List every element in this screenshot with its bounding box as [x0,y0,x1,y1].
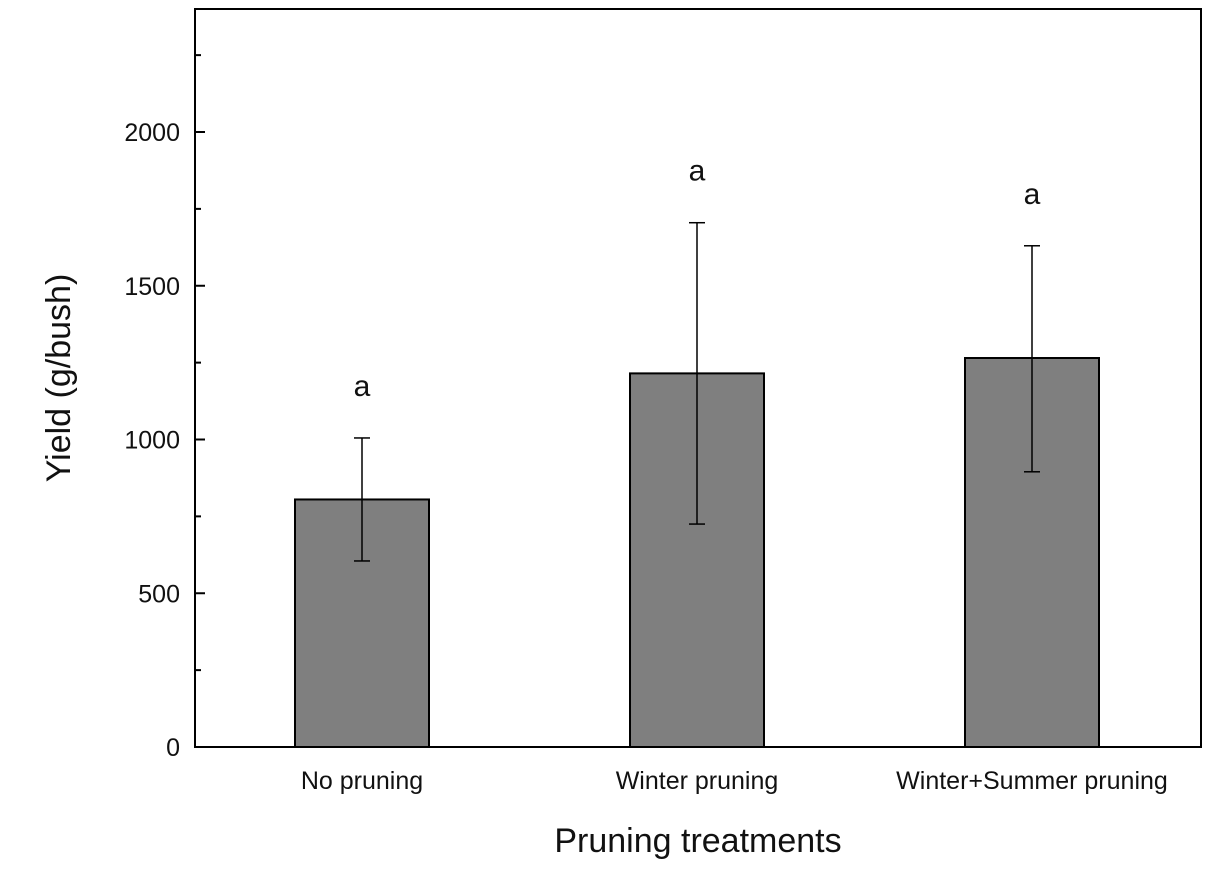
y-tick-label: 1500 [124,273,180,301]
significance-label: a [689,155,706,188]
y-tick-label: 500 [138,580,180,608]
x-axis-tick-labels: No pruning Winter pruning Winter+Summer pr… [301,767,1168,795]
x-axis-title: Pruning treatments [554,822,841,860]
y-tick-label: 0 [166,734,180,762]
y-axis-title: Yield (g/bush) [40,274,78,483]
x-tick-label: Winter pruning [616,767,779,795]
significance-label: a [1024,178,1041,211]
significance-labels: a a a [354,155,1041,403]
significance-label: a [354,370,371,403]
error-bars [354,221,1040,562]
x-tick-label: No pruning [301,767,423,795]
y-axis-ticks: 0 500 1000 1500 2000 [124,54,205,762]
y-tick-label: 2000 [124,119,180,147]
x-tick-label: Winter+Summer pruning [896,767,1168,795]
y-tick-label: 1000 [124,427,180,455]
